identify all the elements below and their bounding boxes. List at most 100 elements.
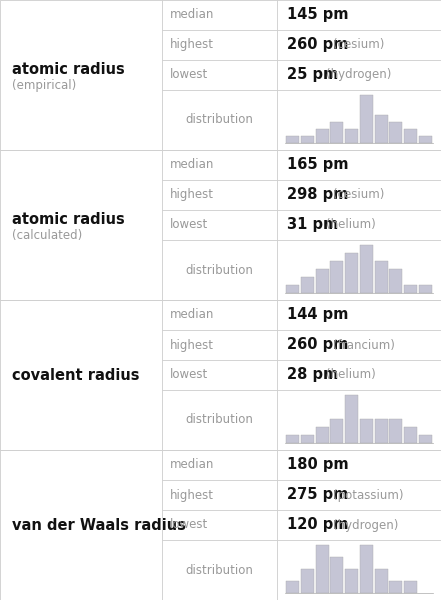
Bar — [404, 581, 417, 593]
Bar — [419, 285, 432, 293]
Text: van der Waals radius: van der Waals radius — [12, 517, 186, 533]
Bar — [162, 210, 277, 240]
Bar — [301, 435, 314, 443]
Bar — [0, 150, 441, 300]
Bar — [316, 129, 329, 143]
Bar — [389, 419, 402, 443]
Text: 165 pm: 165 pm — [287, 157, 348, 172]
Text: 28 pm: 28 pm — [287, 367, 338, 383]
Bar — [162, 0, 277, 30]
Text: median: median — [170, 308, 214, 322]
Text: (calculated): (calculated) — [12, 229, 82, 241]
Bar — [162, 330, 277, 360]
Bar — [277, 30, 441, 60]
Text: median: median — [170, 158, 214, 172]
Bar — [301, 277, 314, 293]
Bar — [0, 0, 441, 150]
Bar — [277, 510, 441, 540]
Text: (francium): (francium) — [333, 338, 395, 352]
Bar — [419, 435, 432, 443]
Bar — [330, 261, 344, 293]
Bar — [316, 269, 329, 293]
Bar — [162, 300, 277, 330]
Text: (helium): (helium) — [326, 218, 376, 232]
Bar — [277, 90, 441, 150]
Bar — [0, 300, 162, 450]
Bar — [162, 30, 277, 60]
Bar — [162, 240, 277, 300]
Text: (potassium): (potassium) — [333, 488, 404, 502]
Text: 120 pm: 120 pm — [287, 517, 348, 533]
Bar — [277, 150, 441, 180]
Bar — [0, 150, 162, 300]
Text: distribution: distribution — [186, 263, 254, 277]
Bar — [277, 210, 441, 240]
Bar — [286, 285, 299, 293]
Bar — [375, 261, 388, 293]
Bar — [316, 545, 329, 593]
Bar — [375, 419, 388, 443]
Bar — [389, 122, 402, 143]
Text: highest: highest — [170, 488, 214, 502]
Bar — [301, 569, 314, 593]
Text: highest: highest — [170, 38, 214, 52]
Bar — [345, 395, 358, 443]
Text: (empirical): (empirical) — [12, 79, 76, 91]
Bar — [404, 427, 417, 443]
Bar — [345, 253, 358, 293]
Bar — [162, 150, 277, 180]
Bar — [162, 450, 277, 480]
Bar — [375, 569, 388, 593]
Text: covalent radius: covalent radius — [12, 367, 139, 383]
Bar — [330, 557, 344, 593]
Bar — [360, 95, 373, 143]
Bar — [0, 450, 162, 600]
Bar — [162, 60, 277, 90]
Bar — [277, 390, 441, 450]
Text: atomic radius: atomic radius — [12, 212, 125, 227]
Text: (helium): (helium) — [326, 368, 376, 382]
Bar — [0, 300, 441, 450]
Text: 144 pm: 144 pm — [287, 307, 348, 323]
Text: 275 pm: 275 pm — [287, 487, 348, 503]
Bar — [277, 360, 441, 390]
Text: 298 pm: 298 pm — [287, 187, 348, 202]
Bar — [162, 390, 277, 450]
Bar — [330, 419, 344, 443]
Text: 180 pm: 180 pm — [287, 457, 349, 473]
Text: lowest: lowest — [170, 518, 208, 532]
Bar — [301, 136, 314, 143]
Text: 31 pm: 31 pm — [287, 217, 338, 232]
Bar — [277, 540, 441, 600]
Text: lowest: lowest — [170, 218, 208, 232]
Bar — [330, 122, 344, 143]
Text: lowest: lowest — [170, 68, 208, 82]
Bar — [162, 480, 277, 510]
Bar — [277, 60, 441, 90]
Text: (hydrogen): (hydrogen) — [333, 518, 398, 532]
Text: 260 pm: 260 pm — [287, 37, 348, 52]
Text: median: median — [170, 458, 214, 472]
Bar — [277, 480, 441, 510]
Text: 25 pm: 25 pm — [287, 67, 338, 82]
Bar — [162, 540, 277, 600]
Bar — [345, 569, 358, 593]
Bar — [277, 0, 441, 30]
Bar — [277, 180, 441, 210]
Text: lowest: lowest — [170, 368, 208, 382]
Text: highest: highest — [170, 188, 214, 202]
Bar — [162, 360, 277, 390]
Bar — [286, 435, 299, 443]
Bar — [375, 115, 388, 143]
Bar — [404, 129, 417, 143]
Text: 260 pm: 260 pm — [287, 337, 348, 352]
Bar — [389, 269, 402, 293]
Text: atomic radius: atomic radius — [12, 62, 125, 77]
Text: 145 pm: 145 pm — [287, 7, 348, 22]
Bar — [419, 136, 432, 143]
Text: (hydrogen): (hydrogen) — [326, 68, 391, 82]
Bar — [360, 419, 373, 443]
Bar — [277, 450, 441, 480]
Bar — [277, 330, 441, 360]
Bar — [162, 510, 277, 540]
